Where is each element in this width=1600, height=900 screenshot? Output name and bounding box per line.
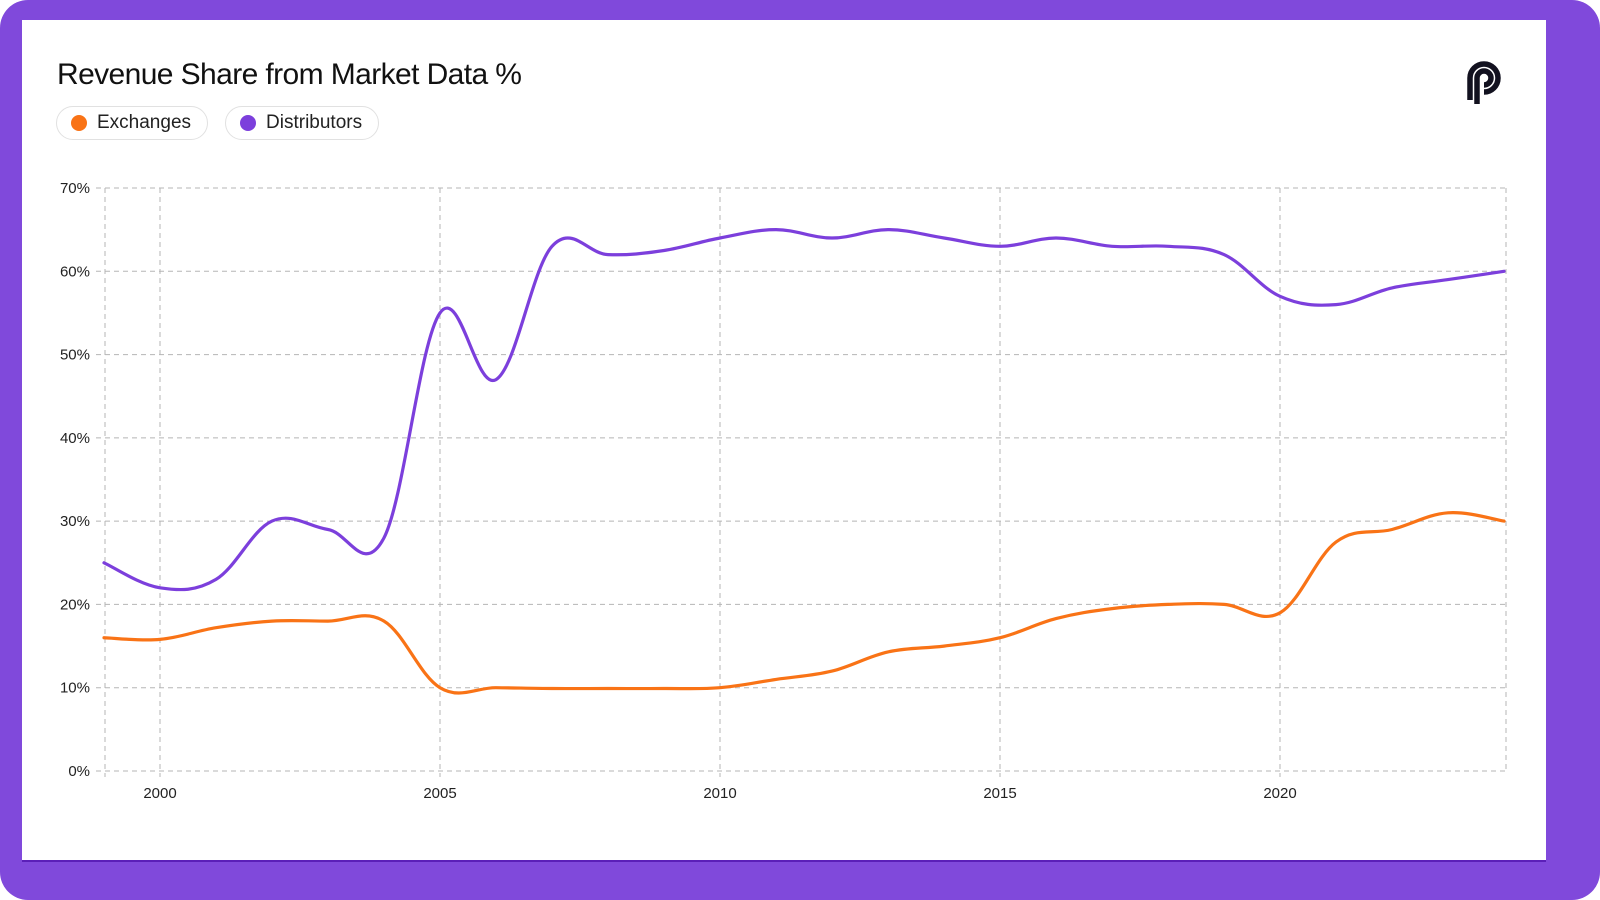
legend-item-distributors[interactable]: Distributors: [225, 106, 380, 140]
legend-item-exchanges[interactable]: Exchanges: [56, 106, 209, 140]
y-tick-label: 0%: [68, 763, 90, 780]
y-tick-label: 50%: [60, 347, 90, 364]
series-line-exchanges: [102, 511, 1506, 695]
y-tick-label: 70%: [60, 180, 90, 197]
series-line-distributors: [102, 228, 1506, 592]
legend-label: Distributors: [266, 112, 363, 133]
legend-label: Exchanges: [97, 112, 192, 133]
x-axis: 2000 2005 2010 2015 2020: [143, 785, 1296, 802]
x-tick-label: 2015: [983, 785, 1016, 802]
legend-dot-icon: [240, 115, 257, 131]
x-tick-label: 2000: [143, 785, 176, 802]
series-lines: [102, 228, 1506, 695]
legend-dot-icon: [71, 115, 87, 131]
grid: [96, 187, 1507, 777]
chart-card: Revenue Share from Market Data % Exchang…: [22, 20, 1546, 862]
x-tick-label: 2020: [1263, 785, 1296, 802]
pyth-logo-icon: [1467, 61, 1501, 104]
y-axis: 0% 10% 20% 30% 40% 50% 60% 70%: [60, 180, 90, 780]
chart-title: Revenue Share from Market Data %: [57, 58, 522, 91]
y-tick-label: 10%: [60, 680, 90, 697]
x-tick-label: 2005: [423, 785, 456, 802]
y-tick-label: 20%: [60, 596, 90, 613]
y-tick-label: 40%: [60, 430, 90, 447]
y-tick-label: 60%: [60, 263, 90, 280]
y-tick-label: 30%: [60, 513, 90, 530]
x-tick-label: 2010: [703, 785, 736, 802]
legend: Exchanges Distributors: [56, 106, 380, 140]
